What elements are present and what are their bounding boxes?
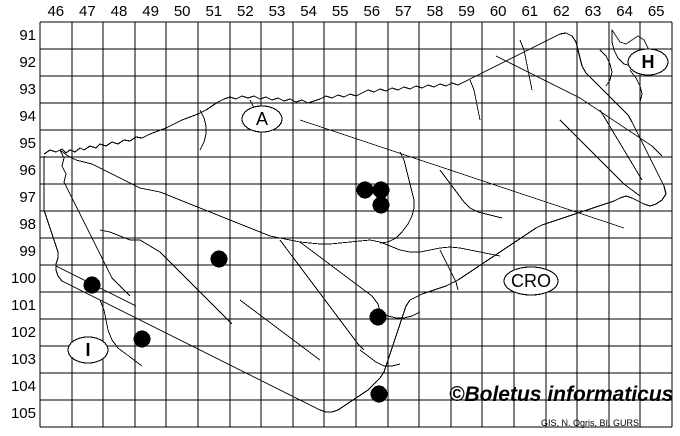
x-axis-tick: 56 [363,3,381,20]
grid-lines [39,21,673,428]
x-axis-tick: 48 [110,3,128,20]
x-axis-tick: 49 [142,3,159,20]
country-border-slovenia [43,32,667,413]
y-axis-tick: 104 [10,377,36,395]
occurrence-point[interactable] [372,196,390,214]
x-axis-tick: 54 [300,3,317,20]
x-axis-tick: 46 [47,3,65,20]
y-axis-tick: 101 [10,296,36,314]
y-axis-tick: 92 [19,53,36,71]
country-label-hungary: H [627,48,669,76]
country-label-italy: I [67,336,109,364]
y-axis-tick: 91 [19,26,36,44]
occurrence-point[interactable] [133,330,151,348]
y-axis-tick: 105 [10,404,36,422]
occurrence-point[interactable] [369,308,387,326]
occurrence-point[interactable] [370,385,388,403]
x-axis-tick: 60 [489,3,507,20]
x-axis-tick: 58 [426,3,444,20]
country-label-croatia: CRO [503,266,559,296]
y-axis-tick: 95 [19,134,36,152]
x-axis-tick: 52 [237,3,254,20]
y-axis-tick: 97 [19,188,36,206]
y-axis-tick: 103 [10,350,36,368]
x-axis-tick: 53 [268,3,286,20]
x-axis-tick: 64 [616,3,633,20]
y-axis-tick: 102 [10,323,36,341]
country-label-croatia-text: CRO [511,271,551,291]
copyright-text: ©Boletus informaticus [449,383,674,406]
occurrence-point[interactable] [372,181,390,199]
occurrence-point[interactable] [356,181,374,199]
y-axis-tick: 93 [19,80,36,98]
country-label-italy-text: I [85,340,90,360]
y-axis-tick: 94 [19,107,36,125]
occurrence-points [83,181,390,403]
occurrence-point[interactable] [83,276,101,294]
internal-hydrography [55,29,663,367]
credit-text: GIS, N. Ogris, BI, GURS [541,418,640,428]
y-axis-tick: 100 [10,269,36,287]
x-axis-tick: 65 [647,3,665,20]
country-label-austria-text: A [256,109,268,129]
x-axis-tick: 47 [79,3,96,20]
x-axis-tick: 51 [205,3,223,20]
x-axis-tick: 55 [331,3,349,20]
country-label-austria: A [241,105,283,133]
x-axis-tick: 57 [395,3,412,20]
x-axis-tick: 50 [173,3,191,20]
x-axis-tick: 63 [584,3,602,20]
x-axis-tick: 61 [521,3,539,20]
country-label-hungary-text: H [642,52,655,72]
x-axis-tick: 62 [553,3,570,20]
occurrence-point[interactable] [210,250,228,268]
y-axis-tick: 99 [19,242,36,260]
x-axis-tick: 59 [458,3,475,20]
y-axis-tick: 98 [19,215,36,233]
y-axis-tick: 96 [19,161,36,179]
country-code-labels: A H CRO I [67,48,669,364]
